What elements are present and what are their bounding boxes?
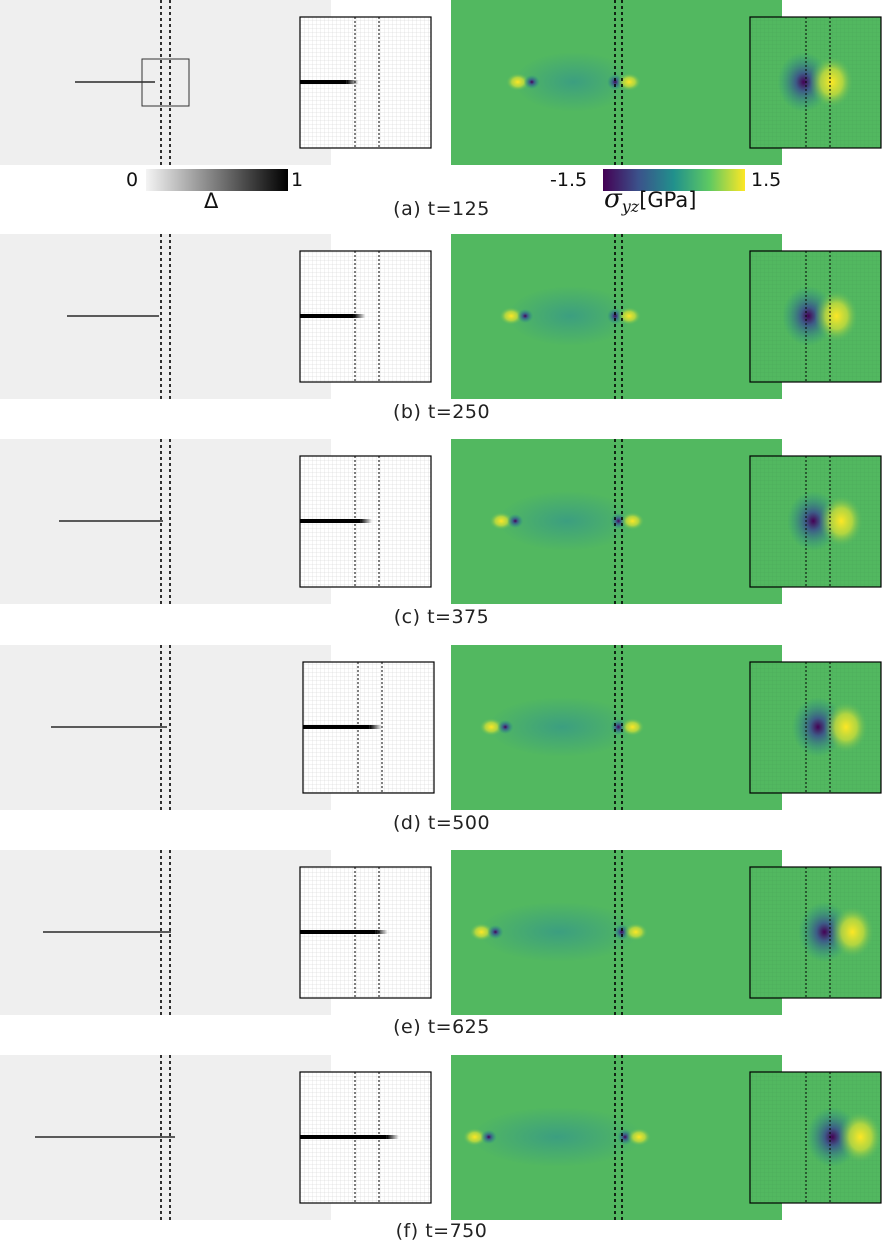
- panel-c: [0, 439, 882, 604]
- damage-zoom-crack-a: [300, 80, 347, 84]
- damage-field-b: [0, 234, 331, 399]
- stress-colorbar: [603, 169, 745, 191]
- stress-zoom-frame-a: [749, 16, 882, 149]
- stress-colorbar-min-label: -1.5: [550, 169, 588, 191]
- stress-band-e: [477, 902, 640, 962]
- stress-left-negative-lobe-f: [480, 1130, 497, 1144]
- stress-left-positive-lobe-c: [489, 512, 514, 530]
- stress-left-positive-lobe-d: [479, 718, 504, 736]
- damage-zoom-crack-tip-e: [375, 930, 388, 934]
- panel-d: [0, 645, 882, 810]
- damage-zoom-frame-f: [299, 1071, 432, 1204]
- damage-colorbar-max-label: 1: [291, 169, 304, 191]
- stress-left-negative-lobe-d: [497, 720, 514, 734]
- caption-d: (d) t=500: [392, 812, 491, 834]
- caption-f: (f) t=750: [395, 1220, 488, 1242]
- damage-zoom-frame-d: [302, 661, 435, 794]
- stress-zoom-positive-lobe-a: [809, 56, 854, 108]
- stress-left-negative-lobe-e: [487, 925, 504, 939]
- damage-field-a: [0, 0, 331, 165]
- stress-zoom-positive-lobe-c: [819, 495, 864, 547]
- zoom-region-box: [141, 58, 190, 107]
- stress-right-positive-lobe-f: [627, 1128, 652, 1146]
- stress-colorbar-max-label: 1.5: [751, 169, 782, 191]
- stress-zoom-positive-lobe-b: [814, 290, 859, 342]
- damage-zoom-frame-e: [299, 866, 432, 999]
- stress-zoom-frame-b: [749, 250, 882, 383]
- panel-e: [0, 850, 882, 1015]
- stress-symbol: σ: [604, 184, 622, 214]
- stress-left-positive-lobe-e: [469, 923, 494, 941]
- damage-zoom-crack-tip-b: [353, 314, 366, 318]
- stress-left-positive-lobe-f: [462, 1128, 487, 1146]
- damage-zoom-frame-b: [299, 250, 432, 383]
- stress-zoom-positive-lobe-f: [838, 1111, 883, 1163]
- damage-zoom-crack-tip-f: [386, 1135, 399, 1139]
- damage-colorbar-min-label: 0: [126, 169, 139, 191]
- panel-f: [0, 1055, 883, 1220]
- stress-left-positive-lobe-a: [505, 73, 530, 91]
- caption-b: (b) t=250: [392, 401, 491, 423]
- caption-c: (c) t=375: [393, 606, 490, 628]
- stress-left-positive-lobe-b: [499, 307, 524, 325]
- damage-colorbar-symbol: Δ: [204, 189, 218, 213]
- damage-zoom-crack-b: [300, 314, 354, 318]
- damage-field-c: [0, 439, 331, 604]
- stress-band-a: [513, 52, 634, 112]
- stress-colorbar-label: σyz[GPa]: [604, 184, 696, 216]
- stress-zoom-frame-c: [749, 455, 882, 588]
- damage-zoom-crack-tip-d: [369, 725, 382, 729]
- stress-band-d: [487, 697, 637, 757]
- stress-zoom-frame-e: [749, 866, 882, 999]
- stress-band-c: [497, 491, 637, 551]
- stress-right-positive-lobe-e: [623, 923, 648, 941]
- damage-zoom-crack-c: [300, 519, 361, 523]
- caption-a: (a) t=125: [393, 198, 490, 220]
- damage-zoom-frame-c: [299, 455, 432, 588]
- panel-b: [0, 234, 882, 399]
- stress-right-positive-lobe-b: [617, 307, 642, 325]
- damage-zoom-frame-a: [299, 16, 432, 149]
- stress-left-negative-lobe-a: [523, 75, 540, 89]
- caption-e: (e) t=625: [393, 1016, 490, 1038]
- damage-colorbar: [146, 169, 288, 191]
- stress-left-negative-lobe-b: [517, 309, 534, 323]
- stress-zoom-positive-lobe-d: [824, 701, 868, 753]
- stress-right-positive-lobe-a: [617, 73, 642, 91]
- stress-band-b: [507, 286, 634, 346]
- damage-zoom-crack-e: [300, 930, 376, 934]
- damage-zoom-crack-f: [300, 1135, 387, 1139]
- stress-unit: [GPa]: [639, 188, 697, 212]
- stress-zoom-frame-f: [749, 1071, 882, 1204]
- damage-zoom-crack-tip-c: [360, 519, 373, 523]
- stress-right-positive-lobe-c: [620, 512, 645, 530]
- stress-right-positive-lobe-d: [620, 718, 645, 736]
- panel-a: [0, 0, 882, 165]
- stress-zoom-frame-d: [749, 661, 882, 794]
- damage-zoom-crack-tip-a: [346, 80, 359, 84]
- damage-zoom-crack-d: [303, 725, 370, 729]
- damage-symbol-text: Δ: [204, 189, 219, 213]
- stress-band-f: [470, 1107, 644, 1167]
- stress-subscript: yz: [621, 197, 640, 216]
- stress-left-negative-lobe-c: [507, 514, 524, 528]
- stress-zoom-positive-lobe-e: [830, 906, 875, 958]
